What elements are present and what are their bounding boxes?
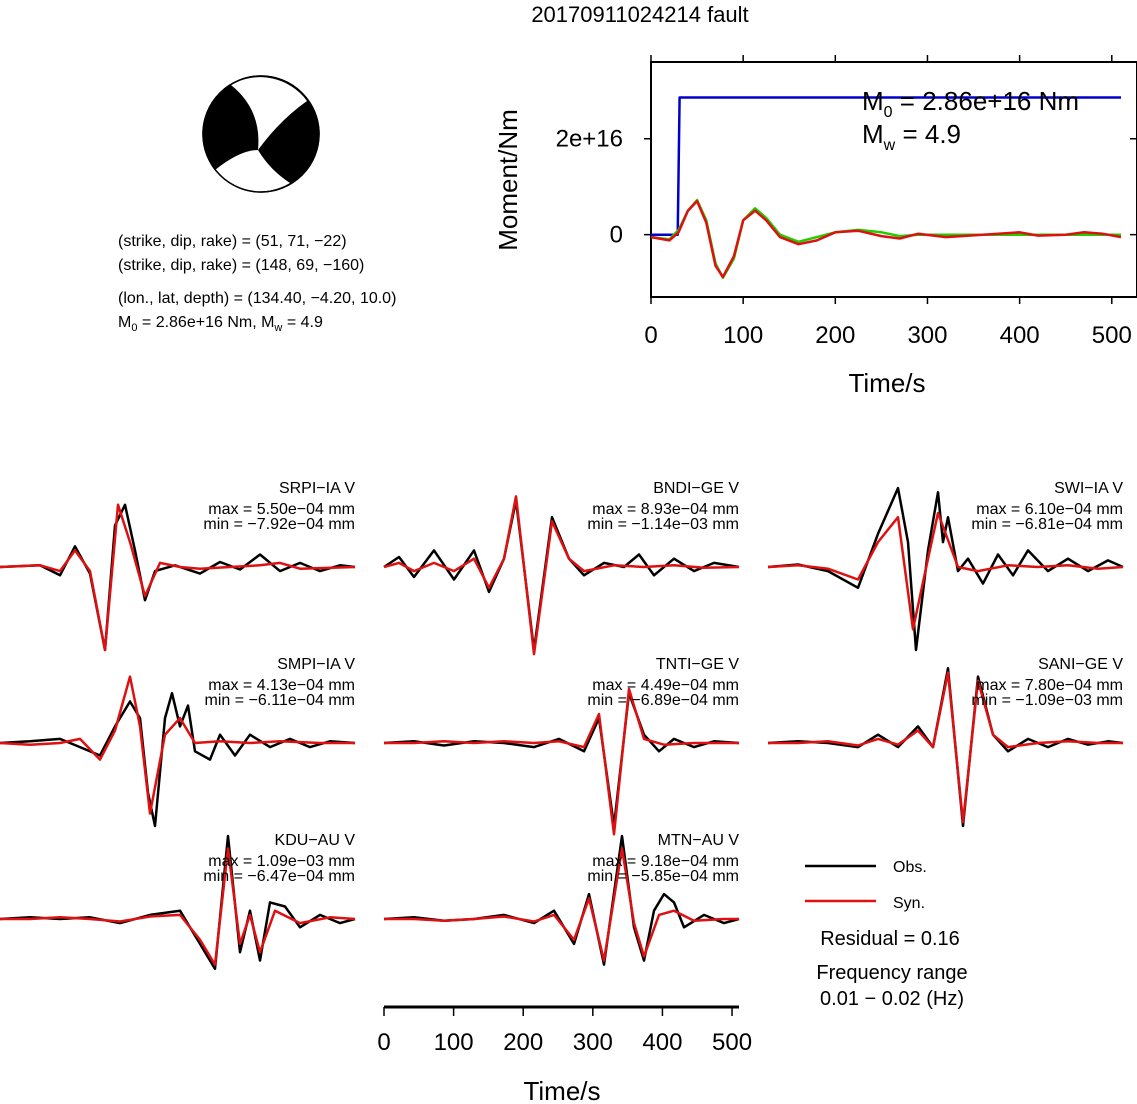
- legend-obs-label: Obs.: [893, 859, 927, 876]
- x-tick-label: 500: [1092, 322, 1132, 349]
- residual-label: Residual = 0.16: [820, 928, 960, 950]
- x-tick-label: 500: [712, 1029, 752, 1056]
- synthetic-trace: [383, 495, 740, 656]
- station-name: SANI−GE V: [1038, 656, 1123, 673]
- observed-trace: [0, 691, 356, 828]
- station-min: min = −1.14e−03 mm: [587, 516, 739, 533]
- x-tick-label: 0: [644, 322, 657, 349]
- x-tick-label: 200: [815, 322, 855, 349]
- station-name: SMPI−IA V: [277, 656, 355, 673]
- station-min: min = −6.89e−04 mm: [587, 692, 739, 709]
- source-info: (strike, dip, rake) = (51, 71, −22) (str…: [118, 233, 396, 334]
- moment-axes: 0 100 200 300 400 500 0 2e+16: [556, 55, 1137, 349]
- waveform-time-axis: 0 100 200 300 400 500: [377, 1005, 752, 1056]
- legend-syn-label: Syn.: [893, 895, 925, 912]
- station-name: TNTI−GE V: [656, 656, 739, 673]
- observed-trace: [383, 499, 740, 652]
- frequency-range-label: Frequency range: [816, 962, 967, 984]
- station-max: max = 9.18e−04 mm: [592, 853, 739, 870]
- y-axis-label: Moment/Nm: [493, 109, 523, 251]
- page-title: 20170911024214 fault: [531, 2, 748, 27]
- observed-trace: [383, 691, 740, 828]
- x-tick-label: 100: [434, 1029, 474, 1056]
- plot-frame: [650, 61, 1137, 298]
- series-moment: [651, 96, 1121, 236]
- station-min: min = −5.85e−04 mm: [587, 868, 739, 885]
- x-axis-label: Time/s: [848, 368, 925, 398]
- synthetic-trace: [768, 671, 1123, 824]
- station-name: KDU−AU V: [275, 832, 356, 849]
- y-tick-label: 0: [610, 222, 623, 249]
- focal-mechanism-beachball: [202, 75, 320, 193]
- moment-mw-label: Mw = 4.9: [862, 119, 961, 154]
- x-tick-label: 200: [503, 1029, 543, 1056]
- synthetic-trace: [767, 511, 1124, 631]
- station-min: min = −6.47e−04 mm: [203, 868, 355, 885]
- nodal-plane-1: (strike, dip, rake) = (51, 71, −22): [118, 233, 347, 250]
- station-max: max = 8.93e−04 mm: [592, 501, 739, 518]
- station-max: max = 6.10e−04 mm: [976, 501, 1123, 518]
- y-tick-label: 2e+16: [556, 126, 623, 153]
- waveform-x-axis-label: Time/s: [523, 1076, 600, 1104]
- station-name: SRPI−IA V: [279, 480, 355, 497]
- observed-trace: [0, 834, 356, 971]
- x-tick-label: 400: [1000, 322, 1040, 349]
- series-stf: [650, 198, 1121, 280]
- x-tick-label: 300: [573, 1029, 613, 1056]
- x-tick-label: 400: [642, 1029, 682, 1056]
- station-min: min = −1.09e−03 mm: [971, 692, 1123, 709]
- location-depth: (lon., lat, depth) = (134.40, −4.20, 10.…: [118, 290, 396, 307]
- moment-m0-label: M0 = 2.86e+16 Nm: [862, 86, 1079, 121]
- station-max: max = 4.49e−04 mm: [592, 677, 739, 694]
- frequency-range-value: 0.01 − 0.02 (Hz): [820, 988, 964, 1010]
- station-name: SWI−IA V: [1054, 480, 1123, 497]
- station-min: min = −7.92e−04 mm: [203, 516, 355, 533]
- x-tick-label: 300: [907, 322, 947, 349]
- station-name: MTN−AU V: [658, 832, 740, 849]
- observed-trace: [767, 667, 1124, 828]
- station-max: max = 7.80e−04 mm: [976, 677, 1123, 694]
- moment-magnitude-info: M0 = 2.86e+16 Nm, Mw = 4.9: [118, 314, 323, 334]
- station-max: max = 5.50e−04 mm: [208, 501, 355, 518]
- synthetic-trace: [0, 503, 356, 652]
- station-max: max = 4.13e−04 mm: [208, 677, 355, 694]
- nodal-plane-2: (strike, dip, rake) = (148, 69, −160): [118, 257, 364, 274]
- moment-curves: [650, 96, 1122, 280]
- station-min: min = −6.11e−04 mm: [205, 692, 355, 709]
- series-fit: [650, 199, 1122, 279]
- legend: Obs. Syn. Residual = 0.16 Frequency rang…: [805, 859, 968, 1010]
- station-name: BNDI−GE V: [653, 480, 739, 497]
- synthetic-trace: [384, 847, 739, 962]
- synthetic-trace: [0, 675, 355, 815]
- x-tick-label: 100: [723, 322, 763, 349]
- station-max: max = 1.09e−03 mm: [208, 853, 355, 870]
- x-tick-label: 0: [377, 1029, 390, 1056]
- synthetic-trace: [384, 687, 739, 836]
- station-min: min = −6.81e−04 mm: [971, 516, 1123, 533]
- synthetic-trace: [0, 847, 356, 966]
